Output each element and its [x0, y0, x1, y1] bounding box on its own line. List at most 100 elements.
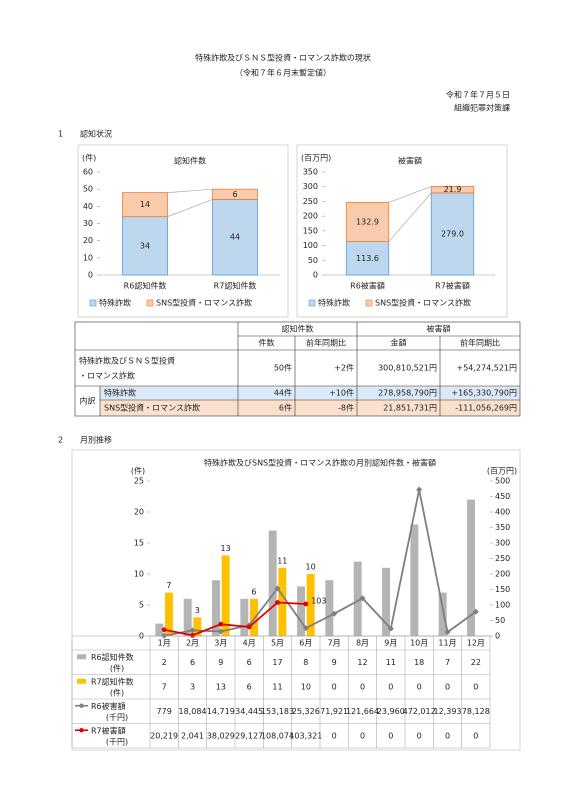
table-cell: 50件: [274, 363, 292, 373]
x-tick-label: 2月: [186, 639, 199, 648]
y-tick-label: 250: [303, 197, 318, 206]
y2-unit: (百万円): [487, 467, 517, 476]
row-label: 特殊詐欺及びＳＮＳ型投資: [79, 356, 175, 366]
y2-tick-label: 350: [495, 523, 510, 532]
table-cell: 0: [388, 682, 393, 691]
table-cell: 8: [303, 658, 308, 667]
data-label: 6: [251, 587, 256, 596]
table-cell: 0: [417, 682, 422, 691]
bar: [212, 580, 220, 636]
row-unit: (千円): [106, 712, 128, 722]
x-tick-label: 8月: [356, 639, 369, 648]
table-cell: +10件: [329, 388, 354, 398]
group-header: 被害額: [427, 324, 451, 334]
y2-tick-label: 400: [495, 508, 510, 517]
table-cell: 11: [386, 658, 396, 667]
row-label: SNS型投資・ロマンス詐欺: [104, 403, 200, 413]
table-cell: 9: [332, 658, 337, 667]
y-tick-label: 30: [83, 219, 93, 228]
table-cell: 121,664: [346, 707, 379, 716]
table-cell: 108,074: [261, 731, 294, 740]
y-tick-label: 50: [83, 185, 93, 194]
table-cell: 12,393: [434, 707, 462, 716]
y2-tick-label: 300: [495, 539, 510, 548]
legend-label: R7被害額: [91, 725, 126, 735]
bar: [410, 524, 419, 636]
data-label: 3: [195, 606, 200, 615]
table-cell: -111,056,269円: [455, 404, 517, 413]
line-marker: [359, 595, 366, 602]
table-cell: 0: [445, 682, 450, 691]
chart-frame: [296, 144, 508, 318]
bar: [325, 580, 334, 636]
data-label: 279.0: [441, 229, 464, 238]
line-marker: [217, 628, 224, 635]
line-marker: [472, 608, 479, 615]
line-series: [163, 601, 306, 637]
y-tick-label: 60: [83, 168, 93, 177]
table-cell: 7: [162, 682, 167, 691]
sub-header: 前年同期比: [460, 338, 500, 348]
data-label: 34: [140, 241, 150, 250]
date: 令和７年７月５日: [446, 90, 510, 100]
table-cell: 21,851,731円: [383, 404, 437, 413]
chart-title: 認知件数: [174, 156, 206, 166]
table-cell: 6件: [279, 403, 292, 413]
sub-header: 件数: [259, 338, 275, 348]
bar: [438, 592, 447, 636]
x-tick-label: R6被害額: [350, 281, 385, 291]
line-marker: [331, 610, 338, 617]
sub-header: 金額: [391, 338, 407, 348]
table-cell: 3: [190, 682, 195, 691]
legend-swatch: [365, 299, 373, 307]
row-unit: (千円): [106, 736, 128, 746]
y-tick-label: 0: [88, 271, 93, 280]
table-cell: 6: [247, 658, 252, 667]
table-cell: 78,128: [462, 707, 490, 716]
y-tick-label: 15: [134, 539, 144, 548]
table-cell: 300,810,521円: [378, 364, 437, 373]
connector-line: [167, 199, 213, 217]
y-tick-label: 10: [83, 253, 93, 262]
table-cell: 12: [357, 658, 367, 667]
data-label: 11: [277, 556, 287, 565]
bar: [306, 574, 315, 636]
line-series: [163, 489, 477, 637]
data-label: 10: [306, 563, 316, 572]
x-tick-label: 10月: [410, 639, 428, 648]
table-cell: 18,084: [179, 707, 207, 716]
x-tick-label: 5月: [271, 639, 284, 648]
table-cell: 0: [445, 731, 450, 740]
y-unit: (件): [131, 466, 145, 476]
y-tick-label: 100: [303, 241, 318, 250]
line-marker: [387, 625, 394, 632]
line-marker: [444, 629, 451, 636]
line-marker: [218, 621, 224, 627]
bar: [297, 586, 305, 636]
row-unit: (件): [110, 663, 124, 673]
table-cell: 0: [473, 731, 478, 740]
legend-label: SNS型投資・ロマンス詐欺: [156, 298, 252, 308]
table-cell: 13: [216, 682, 226, 691]
table-cell: 18: [414, 658, 424, 667]
section-number: 1: [58, 130, 63, 139]
bar-segment: [212, 188, 258, 200]
x-tick-label: 7月: [328, 639, 341, 648]
subtitle: （令和７年６月末暫定値）: [235, 68, 331, 78]
y-tick-label: 150: [303, 226, 318, 235]
x-tick-label: 12月: [467, 639, 485, 648]
x-tick-label: R6認知件数: [124, 281, 167, 291]
data-label: 132.9: [356, 218, 379, 227]
table-cell: 6: [247, 682, 252, 691]
bar: [240, 598, 249, 636]
y2-tick-label: 500: [495, 477, 510, 486]
y-tick-label: 200: [303, 212, 318, 221]
legend-swatch: [77, 678, 86, 684]
department: 組織犯罪対策課: [454, 103, 510, 113]
legend-label: 特殊詐欺: [99, 298, 131, 308]
data-label: 13: [221, 544, 231, 553]
chart-title: 被害額: [398, 156, 422, 166]
legend-label: R6認知件数: [91, 652, 134, 662]
line-marker: [246, 624, 252, 630]
bar-segment: [122, 216, 168, 276]
